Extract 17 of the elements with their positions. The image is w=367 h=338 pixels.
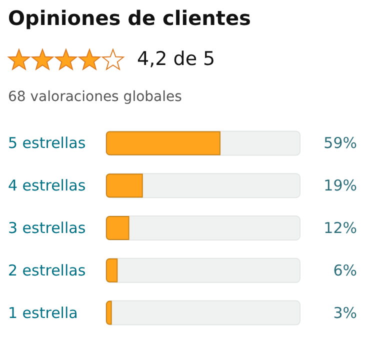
chart-title: Opiniones de clientes [8, 6, 251, 30]
chart-subtitle: 4,2 de 5 [137, 48, 216, 70]
data-label: 6% [333, 261, 357, 280]
bar [106, 300, 112, 325]
data-label: 19% [324, 176, 357, 195]
y-tick-label: 3 estrellas [8, 219, 86, 237]
y-tick-label: 2 estrellas [8, 261, 86, 280]
y-tick-label: 1 estrella [8, 304, 78, 322]
bar [106, 216, 130, 240]
text: 68 valoraciones globales [8, 89, 182, 105]
y-tick-label: 4 estrellas [8, 176, 86, 195]
data-label: 3% [333, 304, 357, 322]
data-label: 59% [324, 134, 357, 152]
bar [106, 258, 118, 282]
y-tick-label: 5 estrellas [8, 134, 86, 152]
data-label: 12% [324, 219, 357, 237]
bar [106, 174, 143, 198]
